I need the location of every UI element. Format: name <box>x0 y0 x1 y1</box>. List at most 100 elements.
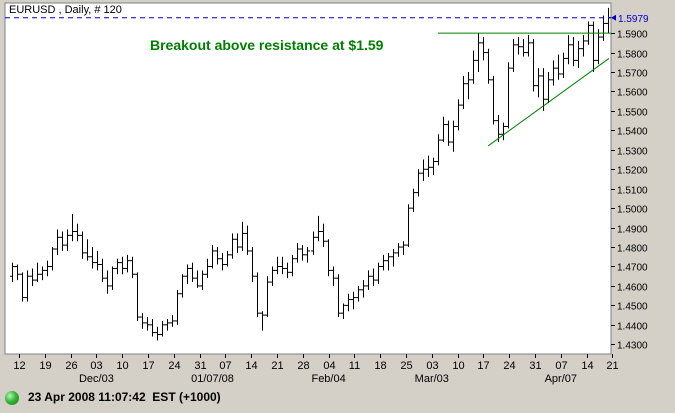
y-tick-label: 1.5400 <box>617 127 648 138</box>
current-price-label: 1.5979 <box>618 14 649 25</box>
ohlc-bar <box>40 266 45 281</box>
x-tick-label: 11 <box>349 360 360 372</box>
ohlc-bar <box>336 274 341 318</box>
ohlc-bar <box>601 15 606 41</box>
ohlc-bar <box>581 35 586 57</box>
ohlc-bar <box>561 52 566 78</box>
ohlc-bar <box>200 270 205 290</box>
ohlc-bar <box>596 29 601 65</box>
ohlc-bar <box>30 268 35 286</box>
ohlc-bar <box>185 264 190 284</box>
ohlc-bar <box>115 258 120 275</box>
ohlc-bar <box>300 245 305 261</box>
ohlc-bar <box>391 248 396 267</box>
y-tick-label: 1.5300 <box>617 147 648 158</box>
ohlc-bar <box>230 233 235 259</box>
ohlc-bar <box>75 223 80 242</box>
price-bars <box>10 7 611 341</box>
ohlc-bar <box>90 247 95 269</box>
y-tick-label: 1.5700 <box>617 69 648 80</box>
ohlc-bar <box>366 270 371 290</box>
x-tick-label: 10 <box>452 360 464 372</box>
ohlc-bar <box>406 204 411 248</box>
ohlc-bar <box>210 245 215 269</box>
ohlc-bar <box>125 254 130 273</box>
ohlc-bar <box>270 266 275 286</box>
ohlc-bar <box>50 247 55 271</box>
ohlc-bar <box>501 122 506 141</box>
y-tick-label: 1.4900 <box>617 225 648 236</box>
ohlc-bar <box>426 155 431 178</box>
x-tick-label: 04 <box>323 360 335 372</box>
ohlc-bar <box>280 256 285 275</box>
x-tick-label: 24 <box>168 360 180 372</box>
ohlc-bar <box>576 40 581 69</box>
ohlc-bar <box>506 62 511 129</box>
ohlc-bar <box>190 262 195 283</box>
ohlc-bar <box>65 229 70 251</box>
current-price-marker: 1.5979 <box>611 14 649 25</box>
ohlc-bar <box>521 38 526 57</box>
ohlc-bar <box>381 254 386 271</box>
ohlc-bar <box>225 250 230 267</box>
current-price-arrow <box>611 14 616 21</box>
ohlc-bar <box>531 38 536 92</box>
x-tick-label: 26 <box>65 360 77 372</box>
ohlc-bar <box>100 258 105 283</box>
status-bar: 23 Apr 2008 11:07:42 EST (+1000) <box>0 387 675 413</box>
ohlc-bar <box>491 75 496 125</box>
ohlc-bar <box>290 254 295 277</box>
ohlc-bar <box>456 99 461 131</box>
ohlc-bar <box>250 247 255 283</box>
ohlc-bar <box>396 243 401 257</box>
ohlc-bar <box>466 72 471 100</box>
ohlc-bar <box>130 256 135 279</box>
y-tick-label: 1.4500 <box>617 302 648 313</box>
ohlc-bar <box>85 239 90 261</box>
x-tick-label: 19 <box>39 360 51 372</box>
ohlc-bar <box>245 225 250 255</box>
x-tick-label: 14 <box>245 360 257 372</box>
ohlc-bar <box>481 37 486 61</box>
ohlc-bar <box>235 233 240 253</box>
ohlc-bar <box>45 260 50 277</box>
ohlc-bar <box>55 229 60 255</box>
ohlc-bar <box>471 50 476 84</box>
ohlc-bar <box>526 35 531 57</box>
y-tick-label: 1.5500 <box>617 108 648 119</box>
ohlc-bar <box>10 262 15 283</box>
ohlc-bar <box>165 318 170 331</box>
ohlc-bar <box>160 320 165 337</box>
y-tick-label: 1.5900 <box>617 30 648 41</box>
x-tick-label: 03 <box>426 360 438 372</box>
ohlc-bar <box>321 223 326 248</box>
ohlc-bar <box>436 134 441 166</box>
ohlc-bar <box>120 256 125 275</box>
x-tick-label: 18 <box>374 360 386 372</box>
ohlc-bar <box>451 120 456 152</box>
y-tick-label: 1.4800 <box>617 244 648 255</box>
ohlc-bar <box>386 252 391 271</box>
ohlc-bar <box>195 270 200 288</box>
chart-title: EURUSD , Daily, # 120 <box>9 4 122 16</box>
plot-area[interactable] <box>4 2 612 355</box>
x-period-label: Dec/03 <box>79 373 114 385</box>
ohlc-bar <box>331 266 336 286</box>
ohlc-bar <box>180 274 185 298</box>
x-tick-label: 31 <box>194 360 206 372</box>
x-tick-label: 24 <box>503 360 515 372</box>
ohlc-bar <box>416 169 421 197</box>
ohlc-bar <box>431 157 436 176</box>
ohlc-bar <box>240 221 245 251</box>
x-tick-label: 03 <box>90 360 102 372</box>
x-period-label: 01/07/08 <box>191 373 234 385</box>
ohlc-bar <box>376 262 381 284</box>
ohlc-bar <box>15 264 20 281</box>
y-tick-label: 1.5800 <box>617 50 648 61</box>
ohlc-bar <box>536 68 541 98</box>
ohlc-bar <box>265 276 270 318</box>
ohlc-bar <box>285 262 290 279</box>
ohlc-bar <box>486 48 491 84</box>
ohlc-bar <box>346 293 351 312</box>
